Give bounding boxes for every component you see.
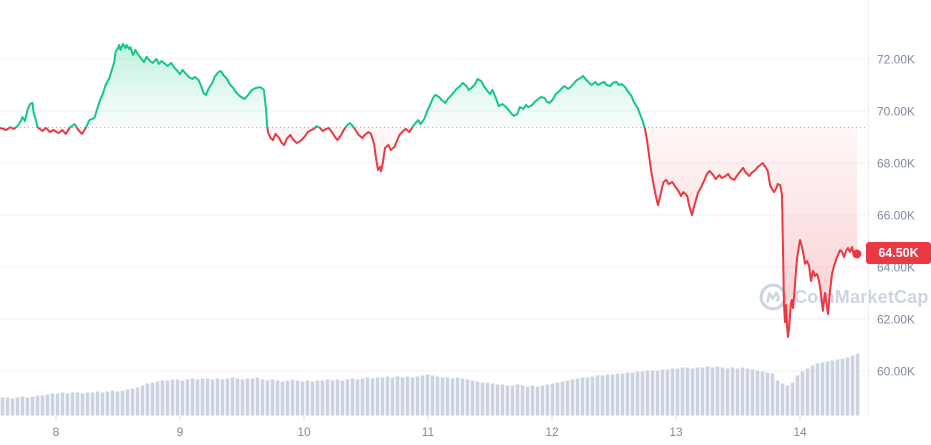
y-tick-label: 64.00K [877,261,915,275]
y-tick-label: 66.00K [877,209,915,223]
y-axis-labels: 72.00K 70.00K 68.00K 66.00K 64.00K 62.00K 60.0… [877,53,915,379]
y-tick-label: 62.00K [877,313,915,327]
price-line-down-segments [0,127,858,338]
x-tick-label: 8 [53,425,60,439]
y-tick-label: 68.00K [877,157,915,171]
current-price-badge: 64.50K [866,242,931,264]
area-fill-below-baseline [0,127,857,337]
x-tick-label: 9 [177,425,184,439]
y-tick-label: 60.00K [877,365,915,379]
x-tick-label: 14 [793,425,807,439]
x-axis-labels: 8 9 10 11 12 13 14 [53,416,807,439]
x-tick-label: 12 [545,425,559,439]
price-line-up-segments [0,42,646,128]
y-tick-label: 72.00K [877,53,915,67]
volume-bars [0,353,860,416]
x-tick-label: 11 [422,425,435,439]
area-fill-above-baseline [10,43,645,128]
last-price-dot [852,249,862,259]
y-tick-label: 70.00K [877,105,915,119]
x-tick-label: 10 [297,425,311,439]
x-tick-label: 13 [669,425,683,439]
